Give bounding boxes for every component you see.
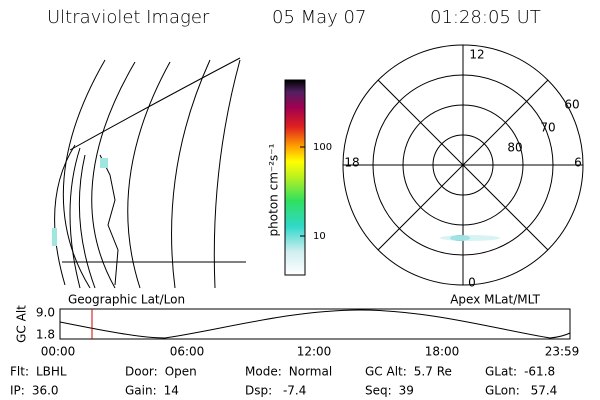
- info-value: -61.8: [524, 365, 555, 379]
- info-label: Dsp:: [245, 384, 272, 398]
- polar-lat-label: 80: [507, 141, 522, 155]
- colorbar-tick-label: 100: [313, 142, 332, 153]
- polar-lat-label: 70: [540, 121, 555, 135]
- info-value: -7.4: [279, 384, 306, 398]
- altitude-xtick: 12:00: [297, 345, 332, 359]
- altitude-xtick: 06:00: [170, 345, 205, 359]
- date: 05 May 07: [272, 7, 366, 28]
- info-value: LBHL: [36, 365, 67, 379]
- info-label: IP:: [10, 384, 25, 398]
- polar-hour-label: 18: [344, 156, 359, 170]
- polar-plot: [342, 44, 584, 286]
- info-value: 36.0: [32, 384, 59, 398]
- time: 01:28:05 UT: [430, 7, 541, 28]
- altitude-ytick: 1.8: [36, 328, 55, 342]
- info-value: Normal: [289, 365, 332, 379]
- polar-hour-label: 6: [574, 156, 582, 170]
- info-label: Door:: [125, 365, 158, 379]
- colorbar-tick-label: 10: [313, 231, 326, 242]
- colorbar-label: photon cm⁻²s⁻¹: [267, 143, 281, 236]
- info-value: 14: [164, 384, 179, 398]
- colorbar: [284, 79, 306, 276]
- info-value: 57.4: [527, 384, 558, 398]
- info-panel: Flt: LBHL Door: Open Mode: Normal GC Alt: 5.7 R…: [10, 365, 557, 398]
- info-value: Open: [165, 365, 197, 379]
- info-label: Gain:: [125, 384, 157, 398]
- altitude-plot: [59, 308, 571, 340]
- info-label: GLat:: [485, 365, 517, 379]
- altitude-ytick: 9.0: [36, 306, 55, 320]
- altitude-xtick: 00:00: [41, 345, 76, 359]
- info-label: Seq:: [365, 384, 392, 398]
- altitude-xtick: 18:00: [425, 345, 460, 359]
- info-label: Mode:: [245, 365, 282, 379]
- geographic-map: [52, 57, 246, 289]
- title: Ultraviolet Imager: [47, 7, 210, 28]
- altitude-label: GC Alt: [15, 305, 29, 343]
- caption: Geographic Lat/Lon: [68, 293, 185, 307]
- altitude-xtick: 23:59: [545, 345, 580, 359]
- polar-lat-label: 60: [564, 98, 579, 112]
- info-label: GC Alt:: [365, 365, 407, 379]
- info-label: Flt:: [10, 365, 29, 379]
- info-value: 5.7 Re: [414, 365, 452, 379]
- polar-hour-label: 12: [469, 48, 484, 62]
- caption: Apex MLat/MLT: [450, 293, 540, 307]
- info-value: 39: [399, 384, 414, 398]
- polar-hour-label: 0: [468, 276, 476, 290]
- info-label: GLon:: [485, 384, 520, 398]
